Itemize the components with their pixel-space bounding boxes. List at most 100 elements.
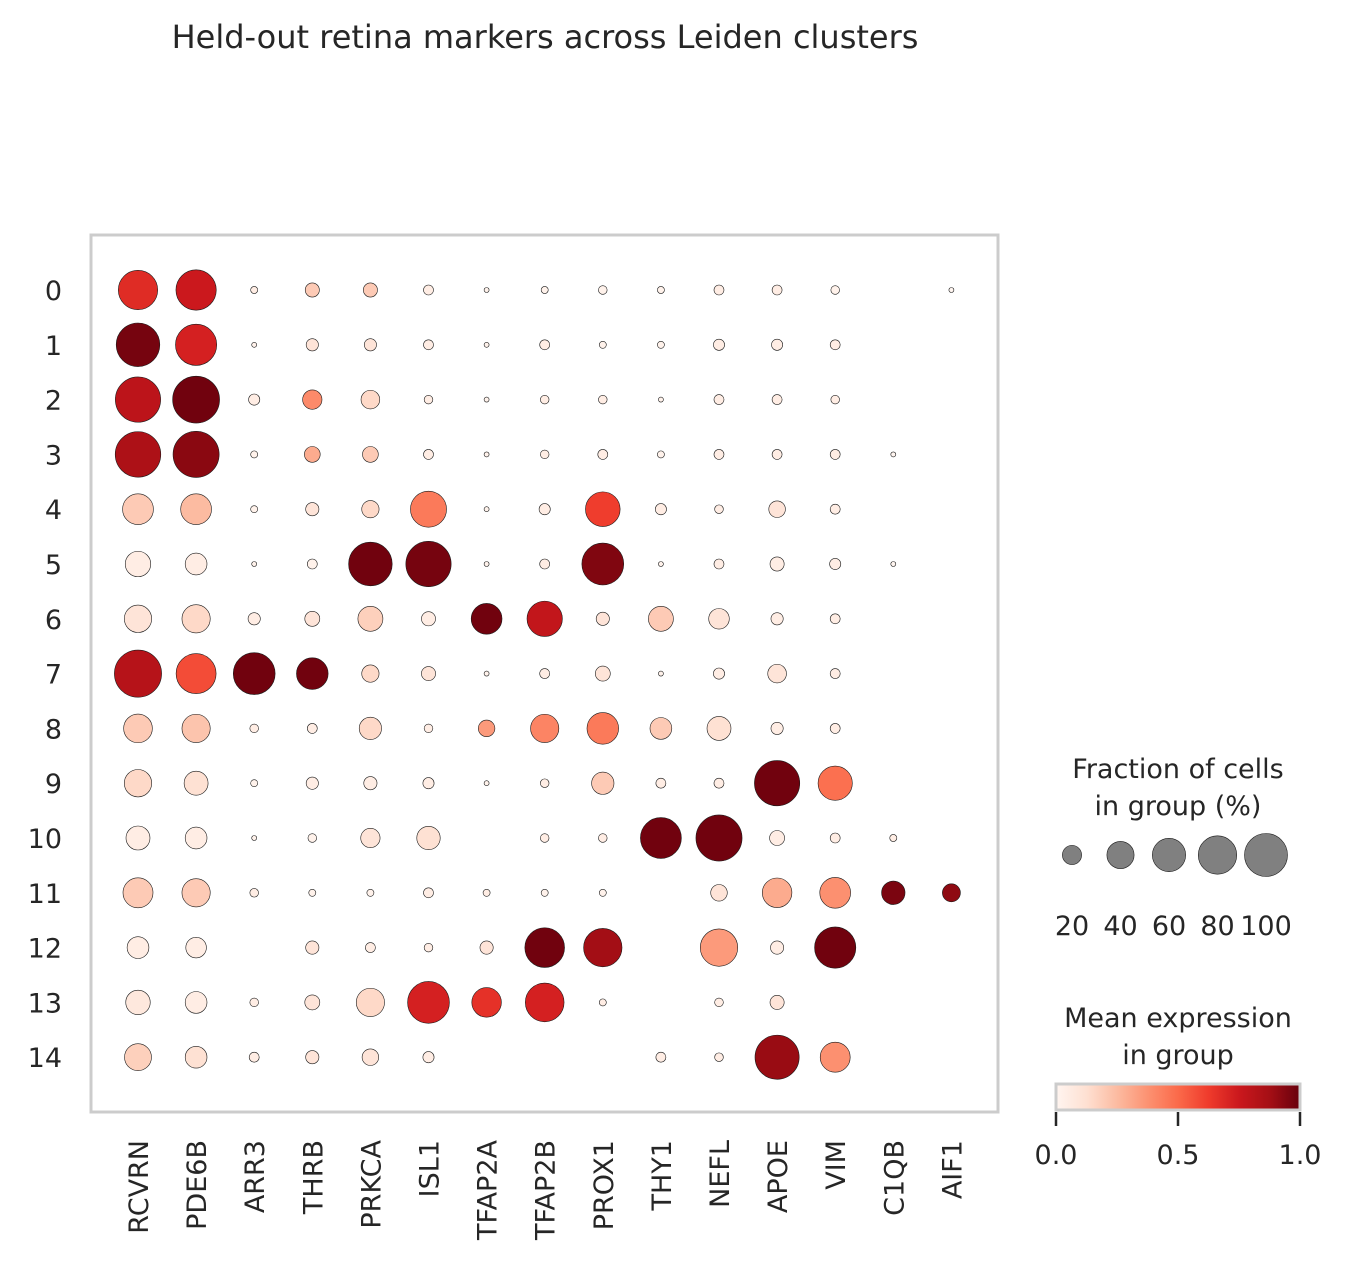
dot-cluster-13-thrb xyxy=(304,994,321,1011)
dot-cluster-4-vim xyxy=(829,503,841,515)
dot-cluster-10-prkca xyxy=(360,828,381,848)
dot-cluster-1-thy1 xyxy=(657,340,665,349)
dot-cluster-7-nefl xyxy=(713,667,725,680)
gene-label-thrb: THRB xyxy=(298,1140,329,1215)
dot-cluster-6-tfap2a xyxy=(470,603,503,635)
colorbar-tick-label: 0.5 xyxy=(1157,1140,1200,1171)
dot-cluster-1-tfap2a xyxy=(483,341,490,348)
dot-cluster-7-arr3 xyxy=(232,652,276,695)
dot-cluster-7-rcvrn xyxy=(114,649,162,698)
dot-cluster-4-thrb xyxy=(305,502,320,517)
dot-cluster-6-thy1 xyxy=(648,605,674,632)
dot-cluster-6-thrb xyxy=(304,610,321,627)
dot-cluster-8-tfap2a xyxy=(478,719,496,737)
dot-cluster-2-thrb xyxy=(302,389,323,410)
size-legend-labels: 20 40 60 80 100 xyxy=(1055,911,1292,942)
dot-cluster-2-pde6b xyxy=(172,375,220,424)
dot-cluster-1-rcvrn xyxy=(115,322,161,367)
dot-cluster-3-rcvrn xyxy=(114,431,162,478)
size-legend-label-20: 20 xyxy=(1055,911,1089,942)
dot-cluster-0-pde6b xyxy=(175,269,217,311)
dot-cluster-10-pde6b xyxy=(184,826,208,850)
size-legend-label-40: 40 xyxy=(1103,911,1137,942)
dot-cluster-0-isl1 xyxy=(423,284,434,296)
dot-cluster-13-tfap2a xyxy=(471,987,502,1018)
gene-label-isl1: ISL1 xyxy=(415,1140,446,1197)
dot-cluster-12-prkca xyxy=(365,942,376,953)
dot-cluster-11-nefl xyxy=(710,884,728,902)
dot-cluster-0-thy1 xyxy=(657,286,665,294)
dot-cluster-12-isl1 xyxy=(423,942,434,953)
dot-cluster-5-tfap2b xyxy=(539,558,551,570)
dot-cluster-0-tfap2b xyxy=(540,286,549,294)
dot-cluster-12-rcvrn xyxy=(126,936,150,959)
dot-cluster-5-prkca xyxy=(348,541,393,587)
dot-cluster-11-c1qb xyxy=(881,880,906,905)
dot-cluster-6-prkca xyxy=(357,605,384,632)
dot-cluster-6-rcvrn xyxy=(124,604,152,633)
dot-cluster-2-arr3 xyxy=(248,393,261,406)
dot-cluster-1-arr3 xyxy=(251,341,257,348)
dot-cluster-0-prkca xyxy=(363,282,378,298)
gene-label-pde6b: PDE6B xyxy=(182,1140,213,1230)
cluster-label-8: 8 xyxy=(45,714,62,745)
dot-cluster-3-nefl xyxy=(713,449,725,460)
dot-cluster-13-prox1 xyxy=(598,998,607,1007)
dot-cluster-5-apoe xyxy=(769,556,785,572)
dot-cluster-2-apoe xyxy=(771,394,783,405)
dot-cluster-10-isl1 xyxy=(416,825,441,851)
cluster-label-3: 3 xyxy=(45,440,62,471)
dot-cluster-8-prkca xyxy=(358,716,382,740)
dot-cluster-5-prox1 xyxy=(581,542,625,586)
dot-cluster-14-thrb xyxy=(305,1050,320,1065)
dot-cluster-10-thy1 xyxy=(640,817,682,859)
dot-cluster-11-pde6b xyxy=(181,878,211,908)
dot-cluster-11-aif1 xyxy=(942,883,961,903)
dot-cluster-11-arr3 xyxy=(249,888,259,898)
cluster-label-14: 14 xyxy=(28,1043,62,1074)
dot-cluster-14-arr3 xyxy=(248,1051,260,1063)
gene-label-aif1: AIF1 xyxy=(937,1140,968,1199)
dot-cluster-8-thrb xyxy=(306,723,318,734)
gene-label-apoe: APOE xyxy=(763,1140,794,1213)
dot-cluster-1-prkca xyxy=(363,338,377,352)
cluster-label-2: 2 xyxy=(45,386,62,417)
dot-cluster-5-isl1 xyxy=(405,541,452,587)
dot-cluster-0-nefl xyxy=(713,284,725,296)
dot-cluster-2-vim xyxy=(830,394,840,405)
dot-cluster-9-apoe xyxy=(754,760,801,807)
dot-cluster-5-thy1 xyxy=(658,561,664,567)
dot-cluster-10-vim xyxy=(829,832,841,844)
cluster-label-10: 10 xyxy=(28,824,62,855)
cluster-label-11: 11 xyxy=(28,879,62,910)
dot-cluster-11-vim xyxy=(819,877,851,909)
dot-cluster-11-prox1 xyxy=(598,888,607,897)
dot-cluster-8-tfap2b xyxy=(530,713,560,743)
dot-cluster-9-vim xyxy=(817,765,853,801)
size-legend-title-line1: Fraction of cells xyxy=(1072,754,1284,785)
dot-cluster-10-thrb xyxy=(307,833,317,843)
plot-frame xyxy=(89,233,1000,1114)
gene-label-tfap2a: TFAP2A xyxy=(473,1139,504,1240)
dot-cluster-14-pde6b xyxy=(184,1046,208,1069)
dot-cluster-9-tfap2a xyxy=(483,780,490,787)
dot-cluster-0-arr3 xyxy=(250,286,259,294)
dot-cluster-7-isl1 xyxy=(421,666,436,681)
gene-tick-labels: RCVRN PDE6B ARR3 THRB PRKCA ISL1 TFAP2A TFAP2B P… xyxy=(124,1139,968,1241)
dot-cluster-10-apoe xyxy=(769,830,785,846)
dot-cluster-3-vim xyxy=(829,449,841,460)
gene-label-arr3: ARR3 xyxy=(240,1140,271,1213)
gene-label-thy1: THY1 xyxy=(647,1140,678,1211)
dot-cluster-12-pde6b xyxy=(185,936,207,959)
size-legend: Fraction of cells in group (%) 20 40 60 80 1… xyxy=(1055,754,1292,942)
dot-cluster-3-thy1 xyxy=(657,450,665,459)
dot-cluster-10-nefl xyxy=(695,814,743,862)
dot-cluster-8-thy1 xyxy=(649,717,673,740)
dot-cluster-9-isl1 xyxy=(422,777,435,790)
dot-cluster-13-nefl xyxy=(714,997,724,1008)
dot-cluster-2-tfap2b xyxy=(540,394,550,405)
dot-cluster-14-isl1 xyxy=(422,1051,435,1064)
dot-cluster-3-prkca xyxy=(362,446,379,463)
dot-cluster-3-pde6b xyxy=(172,431,220,478)
dot-cluster-14-prkca xyxy=(361,1048,379,1066)
